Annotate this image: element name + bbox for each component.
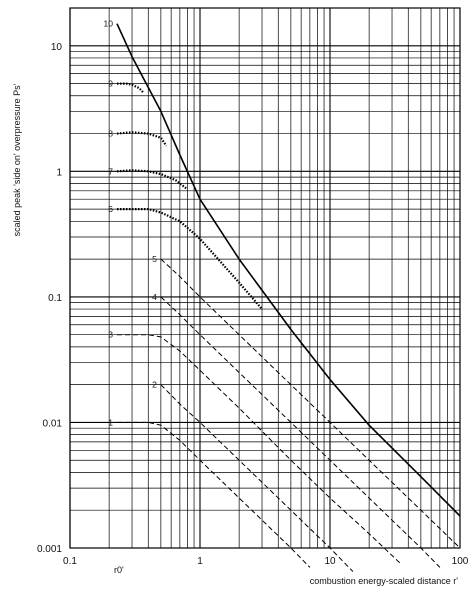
series-line-2	[160, 384, 354, 572]
y-tick-label: 0.1	[48, 293, 62, 304]
series-line-3	[117, 334, 402, 565]
series-layer	[116, 23, 461, 572]
series-label-8: 8	[108, 129, 113, 139]
series-line-6	[117, 208, 263, 310]
series-label-3: 3	[108, 330, 113, 340]
series-line-5	[160, 258, 461, 549]
y-tick-label: 1	[56, 167, 62, 178]
x-tick-label: 100	[452, 556, 469, 567]
y-axis-label: scaled peak 'side on' overpressure Ps'	[12, 83, 22, 236]
series-label-10: 10	[104, 19, 114, 29]
grid	[69, 7, 460, 549]
series-label-6: 6	[108, 204, 113, 214]
r0-annotation: r0'	[114, 565, 124, 575]
series-line-9	[117, 82, 145, 94]
y-tick-labels: 0.001 0.01 0.1 1 10	[37, 42, 62, 555]
series-label-1: 1	[108, 417, 113, 427]
series-line-4	[160, 296, 441, 568]
x-axis-label: combustion energy-scaled distance r'	[310, 576, 459, 586]
plot-frame	[69, 7, 461, 549]
x-tick-labels: 0.1 1 10 100	[63, 556, 469, 567]
series-line-7	[116, 169, 189, 191]
series-label-4: 4	[152, 292, 157, 302]
y-tick-label: 0.001	[37, 544, 62, 555]
series-label-5: 5	[152, 254, 157, 264]
x-tick-label: 0.1	[63, 556, 77, 567]
y-tick-label: 0.01	[43, 418, 63, 429]
x-tick-label: 1	[197, 556, 203, 567]
series-line-10	[116, 23, 461, 517]
series-line-8	[116, 131, 168, 147]
series-line-1	[117, 421, 311, 568]
y-tick-label: 10	[51, 42, 63, 53]
series-label-2: 2	[152, 380, 157, 390]
series-label-9: 9	[108, 79, 113, 89]
x-tick-label: 10	[324, 556, 336, 567]
series-label-7: 7	[108, 166, 113, 176]
series-labels: 10 9 8 7 6 5 4 3 2 1	[104, 19, 158, 428]
